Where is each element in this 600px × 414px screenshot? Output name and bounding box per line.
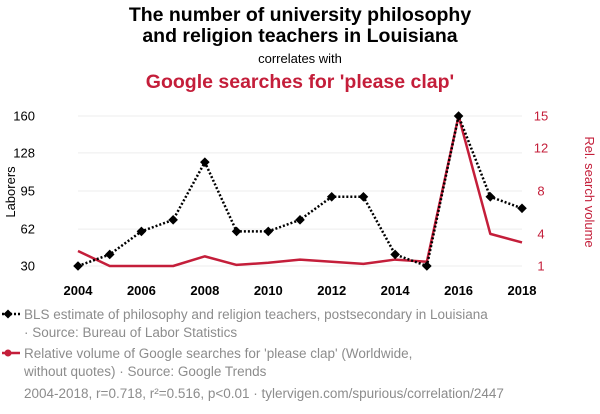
legend-label-google-line-2: without quotes) · Source: Google Trends <box>23 364 267 379</box>
y-left-tick-label: 95 <box>21 184 35 199</box>
data-point-bls <box>104 249 115 260</box>
chart-subtitle: Google searches for 'please clap' <box>146 71 454 93</box>
x-tick-label: 2014 <box>381 283 411 298</box>
legend-swatch-marker-google <box>4 349 12 357</box>
x-tick-label: 2018 <box>508 283 537 298</box>
y-left-tick-label: 160 <box>13 109 35 124</box>
legend-label-bls-line-2: · Source: Bureau of Labor Statistics <box>24 325 237 340</box>
y-right-tick-label: 1 <box>537 259 544 274</box>
series-line-bls <box>77 111 523 268</box>
y-right-tick-label: 8 <box>537 184 544 199</box>
y-axis-label-left: Laborers <box>3 166 18 218</box>
y-axis-label-right: Rel. search volume <box>582 136 597 247</box>
data-point-bls <box>485 191 496 202</box>
footer-stats: 2004-2018, r=0.718, r²=0.516, p<0.01 · t… <box>24 386 504 401</box>
gridlines <box>78 115 522 267</box>
x-tick-label: 2004 <box>64 283 94 298</box>
x-axis-ticks: 2004 2006 2008 2010 2012 2014 2016 2018 <box>64 283 537 298</box>
legend-item-google: Relative volume of Google searches for '… <box>2 346 412 379</box>
legend-label-google-line-1: Relative volume of Google searches for '… <box>24 346 412 361</box>
chart-title-line-2: and religion teachers in Louisiana <box>142 25 457 47</box>
data-point-bls <box>200 157 210 167</box>
y-left-tick-label: 30 <box>21 259 35 274</box>
legend-label-bls-line-1: BLS estimate of philosophy and religion … <box>24 307 488 322</box>
y-left-tick-label: 128 <box>13 145 35 160</box>
x-tick-label: 2008 <box>190 283 219 298</box>
left-axis-ticks: 30 62 95 128 160 <box>13 109 35 274</box>
legend-swatch-marker-bls <box>3 309 13 319</box>
data-point-bls <box>73 261 83 271</box>
data-point-bls <box>453 111 464 121</box>
y-left-tick-label: 62 <box>21 222 35 237</box>
y-right-tick-label: 15 <box>534 109 548 124</box>
correlates-with-label: correlates with <box>258 51 342 66</box>
x-tick-label: 2006 <box>127 283 156 298</box>
legend: BLS estimate of philosophy and religion … <box>2 307 488 379</box>
data-point-bls <box>517 203 527 214</box>
x-tick-label: 2012 <box>317 283 346 298</box>
y-right-tick-label: 4 <box>537 226 544 241</box>
x-tick-label: 2010 <box>254 283 283 298</box>
data-point-bls <box>136 226 147 237</box>
data-point-bls <box>231 226 242 237</box>
x-tick-label: 2016 <box>444 283 473 298</box>
chart-title-line-1: The number of university philosophy <box>129 4 472 26</box>
data-point-bls <box>295 215 305 225</box>
right-axis-ticks: 1 4 8 12 15 <box>534 109 548 274</box>
data-point-bls <box>358 191 369 202</box>
data-point-bls <box>263 226 274 237</box>
data-point-bls <box>390 249 400 260</box>
data-point-bls <box>168 215 178 225</box>
y-right-tick-label: 12 <box>534 141 548 156</box>
legend-item-bls: BLS estimate of philosophy and religion … <box>2 307 488 340</box>
